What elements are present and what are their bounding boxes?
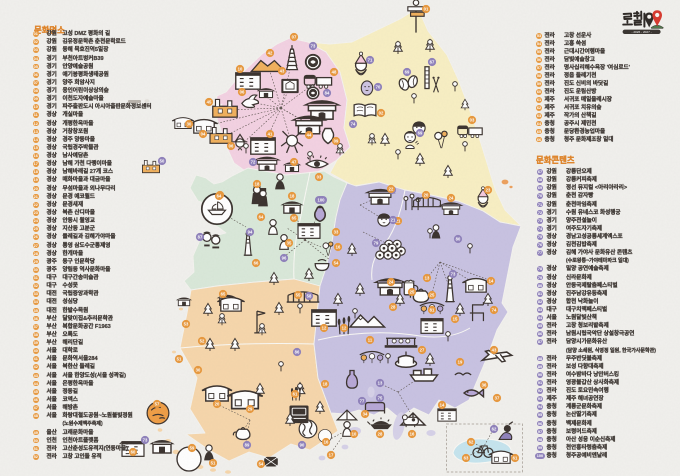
- svg-text:81: 81: [430, 308, 435, 313]
- svg-text:77: 77: [360, 399, 365, 404]
- svg-text:12: 12: [342, 326, 347, 331]
- svg-text:14: 14: [489, 279, 494, 284]
- svg-text:21: 21: [391, 218, 396, 223]
- svg-text:90: 90: [300, 443, 305, 448]
- svg-text:70: 70: [376, 85, 381, 90]
- svg-text:20: 20: [215, 402, 220, 407]
- svg-text:28: 28: [391, 305, 396, 310]
- svg-text:16: 16: [336, 245, 341, 250]
- svg-text:94: 94: [248, 230, 253, 235]
- svg-text:65: 65: [221, 292, 226, 297]
- svg-text:47: 47: [292, 160, 297, 165]
- svg-text:10: 10: [352, 432, 357, 437]
- svg-text:25: 25: [430, 293, 435, 298]
- svg-text:16: 16: [410, 432, 415, 437]
- svg-text:15: 15: [453, 317, 458, 322]
- svg-text:02: 02: [379, 111, 384, 116]
- svg-text:24: 24: [449, 196, 454, 201]
- svg-text:14: 14: [440, 403, 445, 408]
- svg-text:19: 19: [458, 360, 463, 365]
- svg-text:18: 18: [323, 382, 328, 387]
- svg-text:72: 72: [251, 160, 256, 165]
- svg-text:61: 61: [513, 456, 518, 461]
- svg-text:35: 35: [287, 241, 292, 246]
- svg-text:16: 16: [324, 440, 329, 445]
- svg-text:54: 54: [259, 462, 264, 467]
- svg-text:64: 64: [217, 194, 222, 199]
- svg-text:18: 18: [290, 194, 295, 199]
- svg-text:48: 48: [332, 70, 337, 75]
- svg-text:06: 06: [229, 144, 234, 149]
- svg-text:18: 18: [255, 182, 260, 187]
- svg-text:24: 24: [389, 280, 394, 285]
- svg-text:58: 58: [307, 294, 312, 299]
- svg-text:25: 25: [410, 290, 415, 295]
- svg-text:11: 11: [368, 338, 373, 343]
- svg-text:67: 67: [430, 60, 435, 65]
- svg-text:54: 54: [334, 261, 339, 266]
- svg-text:27: 27: [420, 348, 425, 353]
- svg-text:71: 71: [368, 58, 373, 63]
- svg-text:74: 74: [492, 308, 497, 313]
- svg-text:79: 79: [374, 241, 379, 246]
- svg-text:03: 03: [470, 118, 475, 123]
- svg-text:33: 33: [334, 230, 339, 235]
- svg-text:41: 41: [268, 132, 273, 137]
- svg-text:23: 23: [486, 188, 491, 193]
- svg-text:84: 84: [325, 91, 330, 96]
- svg-text:36: 36: [482, 383, 487, 388]
- svg-text:09: 09: [334, 139, 339, 144]
- svg-text:13: 13: [425, 276, 430, 281]
- svg-text:69: 69: [418, 131, 423, 136]
- svg-text:52: 52: [200, 339, 205, 344]
- svg-text:74: 74: [351, 122, 356, 127]
- svg-text:89: 89: [245, 443, 250, 448]
- svg-text:12: 12: [322, 326, 327, 331]
- svg-text:43: 43: [280, 69, 285, 74]
- svg-text:96: 96: [282, 256, 287, 261]
- svg-text:100: 100: [318, 198, 326, 203]
- svg-text:63: 63: [464, 456, 469, 461]
- svg-text:34: 34: [363, 412, 368, 417]
- svg-text:75: 75: [378, 396, 383, 401]
- svg-text:07: 07: [292, 35, 297, 40]
- svg-text:86: 86: [295, 350, 300, 355]
- svg-text:04: 04: [201, 132, 206, 137]
- svg-text:66: 66: [254, 261, 259, 266]
- svg-text:10: 10: [238, 67, 243, 72]
- svg-text:62: 62: [492, 427, 497, 432]
- svg-text:73: 73: [311, 44, 316, 49]
- svg-text:45: 45: [207, 100, 212, 105]
- svg-text:44: 44: [307, 133, 312, 138]
- svg-text:01: 01: [424, 7, 429, 12]
- svg-text:61: 61: [293, 392, 298, 397]
- svg-text:55: 55: [296, 293, 301, 298]
- svg-text:29: 29: [248, 407, 253, 412]
- svg-text:20: 20: [424, 193, 429, 198]
- svg-text:65: 65: [292, 216, 297, 221]
- svg-text:42: 42: [268, 51, 273, 56]
- svg-text:69: 69: [405, 70, 410, 75]
- svg-text:64: 64: [259, 215, 264, 220]
- svg-text:73: 73: [451, 272, 456, 277]
- svg-text:22: 22: [389, 187, 394, 192]
- svg-text:62: 62: [469, 440, 474, 445]
- svg-text:06: 06: [240, 90, 245, 95]
- svg-text:17: 17: [329, 453, 334, 458]
- svg-text:51: 51: [211, 461, 216, 466]
- svg-text:28: 28: [378, 432, 383, 437]
- svg-text:13: 13: [378, 381, 383, 386]
- svg-text:37: 37: [495, 396, 500, 401]
- svg-text:03: 03: [317, 175, 322, 180]
- svg-text:80: 80: [456, 237, 461, 242]
- svg-text:- 2026 - 2027 -: - 2026 - 2027 -: [631, 30, 651, 34]
- svg-text:43: 43: [492, 348, 497, 353]
